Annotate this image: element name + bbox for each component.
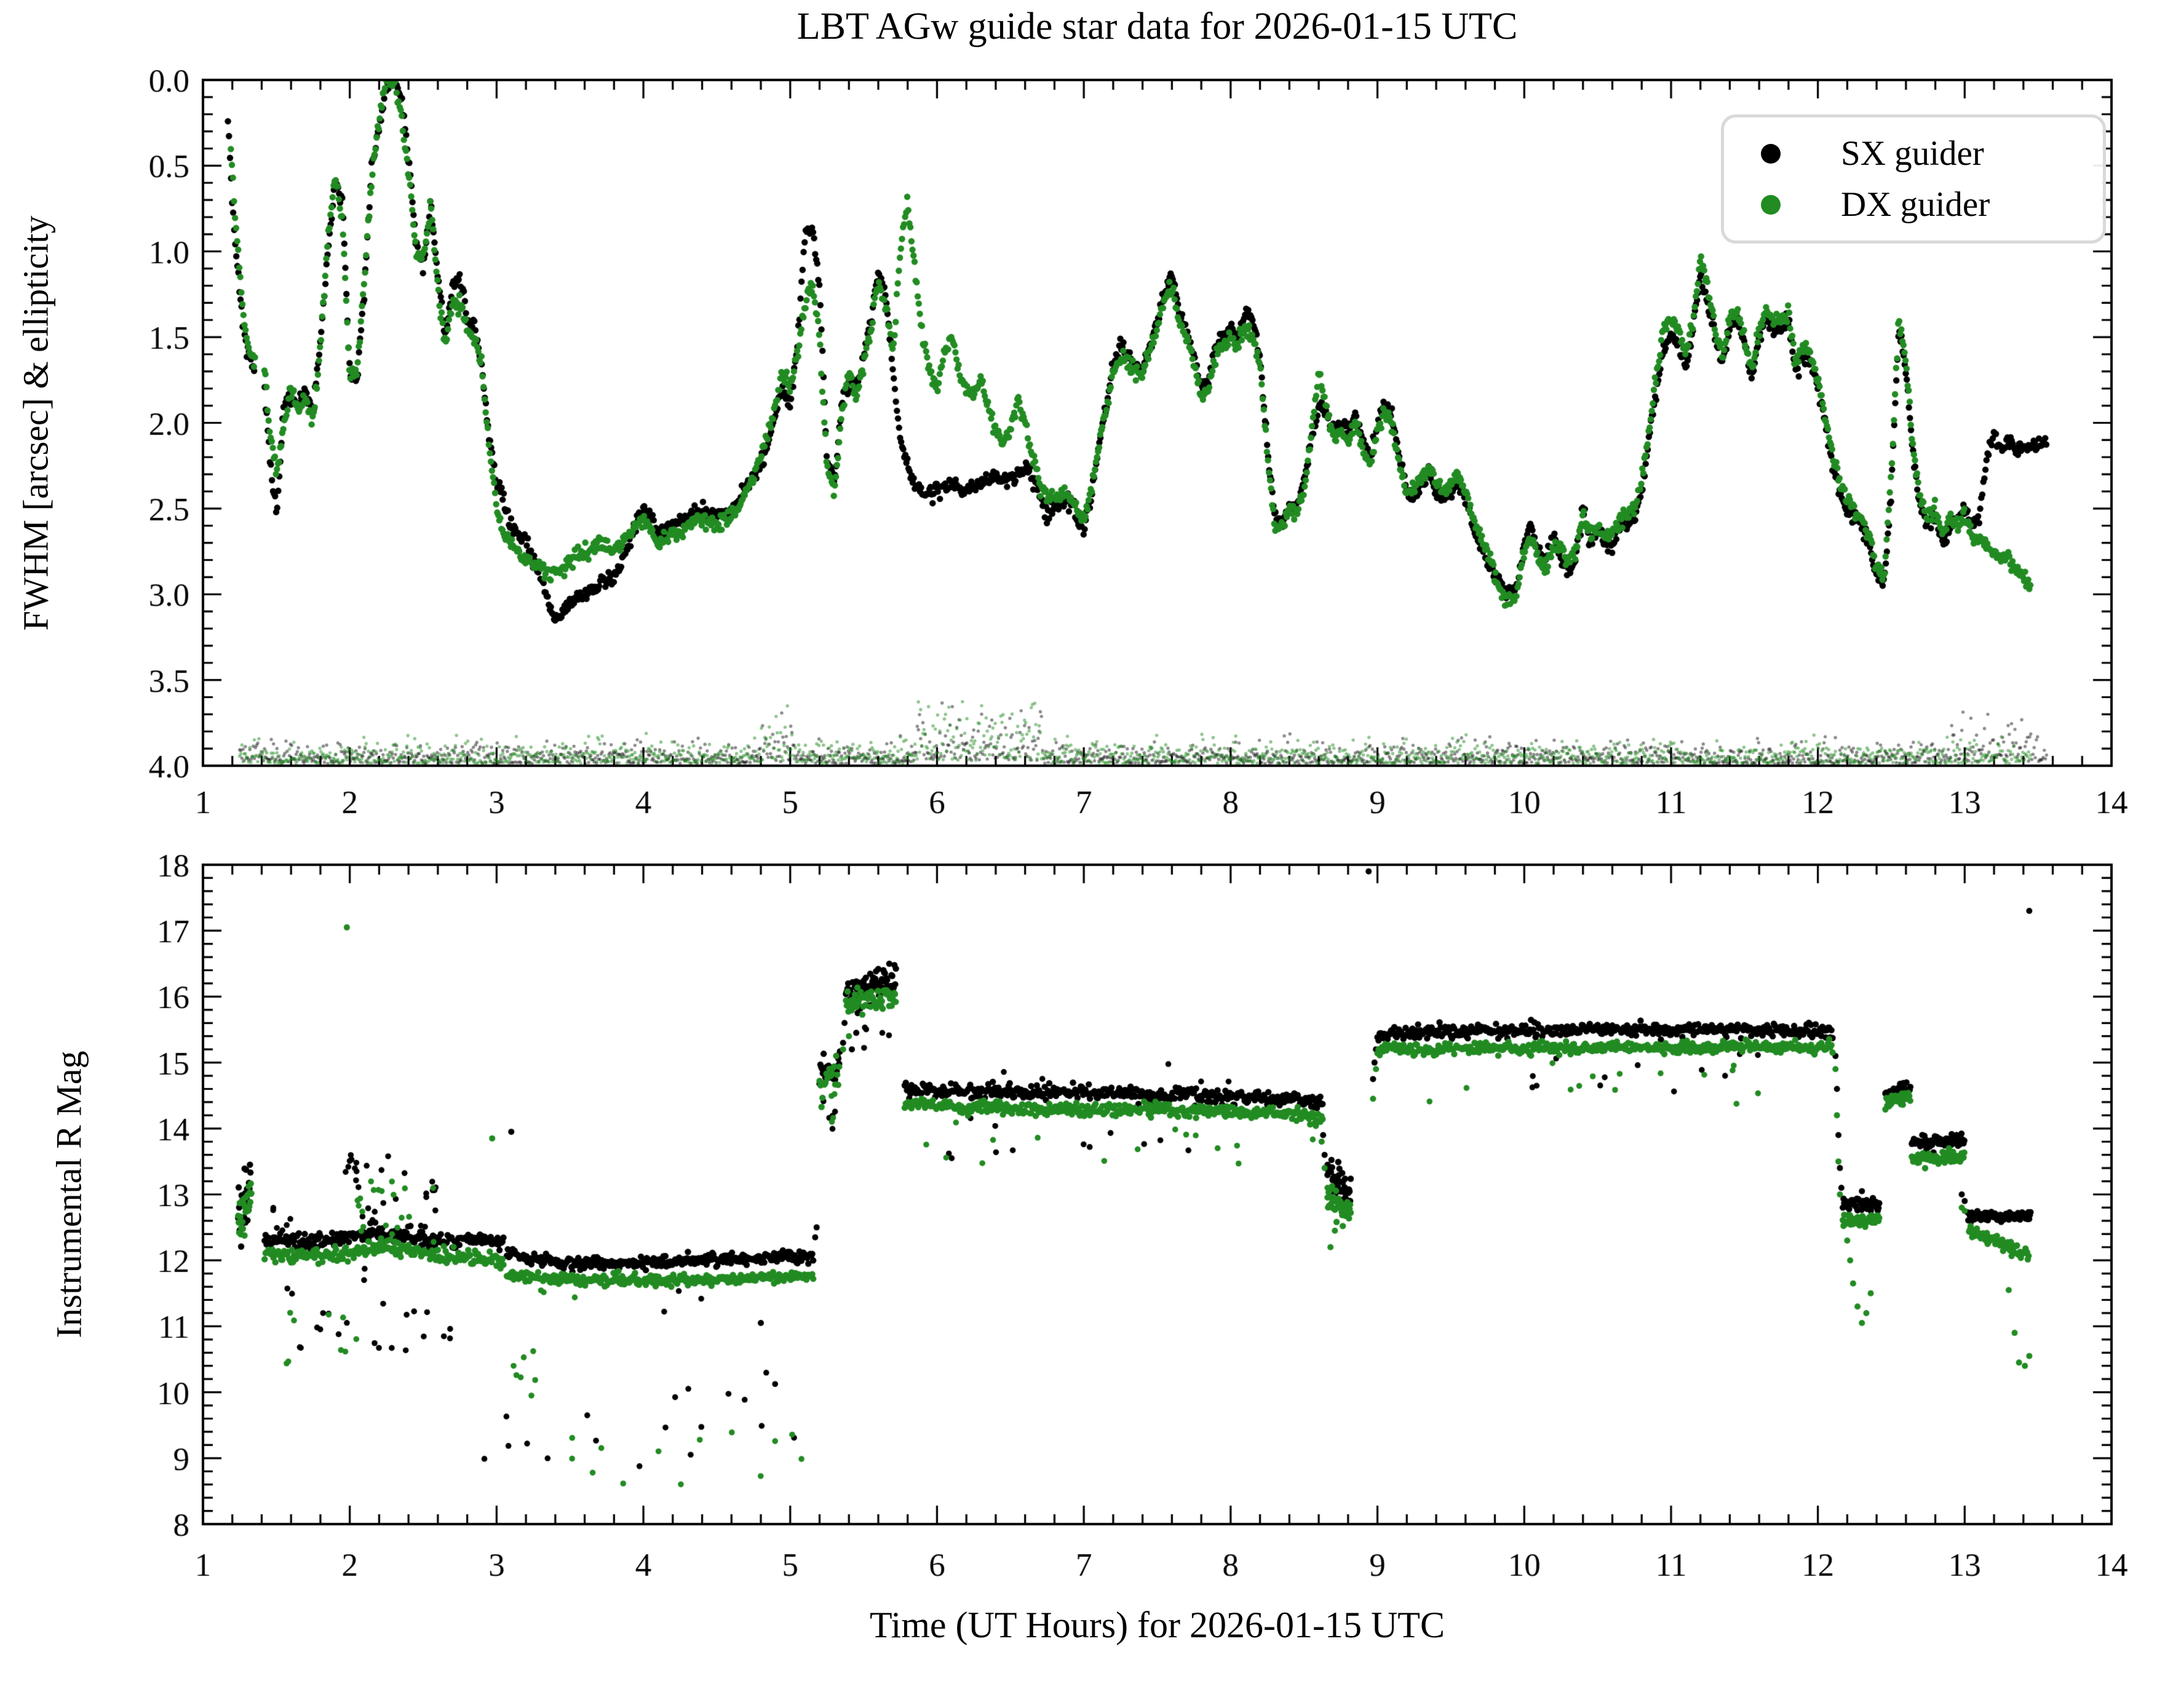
- legend-label-dx: DX guider: [1841, 185, 1990, 224]
- sx-guider-dot-icon: [1761, 143, 1781, 164]
- legend-item-dx: DX guider: [1761, 187, 2078, 222]
- legend: SX guider DX guider: [1721, 114, 2106, 244]
- bottom-y-axis-label: Instrumental R Mag: [49, 1051, 89, 1338]
- page-title: LBT AGw guide star data for 2026-01-15 U…: [797, 6, 1518, 47]
- top-y-axis-label: FWHM [arcsec] & ellipticity: [15, 215, 56, 631]
- legend-label-sx: SX guider: [1841, 134, 1984, 173]
- dx-guider-dot-icon: [1761, 194, 1781, 215]
- legend-item-sx: SX guider: [1761, 136, 2078, 171]
- x-axis-label: Time (UT Hours) for 2026-01-15 UTC: [870, 1605, 1445, 1645]
